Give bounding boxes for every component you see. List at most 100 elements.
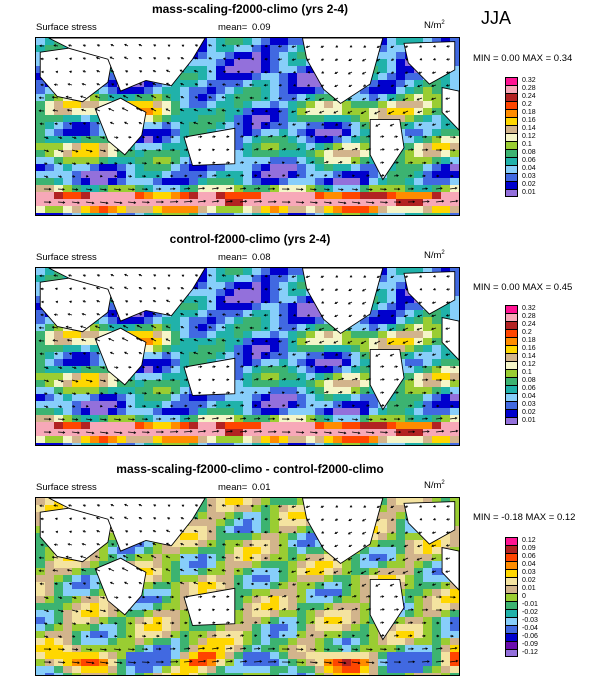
colorbar-swatch [505,125,518,133]
colorbar: 0.12 0.09 0.06 0.04 0.03 0.02 0.01 0 -0.01 -0.02-… [505,537,538,657]
colorbar-entry: 0.12 [505,133,536,141]
colorbar-tick-label: 0.28 [522,85,536,92]
colorbar-swatch [505,393,518,401]
mean-label: mean= [218,22,248,33]
colorbar-entry: -0.04 [505,625,538,633]
units-label: N/m2 [424,20,445,32]
colorbar-swatch [505,385,518,393]
variable-label: Surface stress [36,22,97,33]
panel-title: mass-scaling-f2000-climo - control-f2000… [116,462,384,476]
colorbar-swatch [505,625,518,633]
colorbar-swatch [505,545,518,553]
colorbar-tick-label: 0.09 [522,545,536,552]
colorbar-tick-label: -0.06 [522,633,538,640]
colorbar-swatch [505,401,518,409]
colorbar-entry: 0.03 [505,173,536,181]
colorbar-entry: 0.02 [505,409,536,417]
mean-label: mean= [218,252,248,263]
colorbar: 0.32 0.28 0.24 0.2 0.18 0.16 0.14 0.12 0.1 0.08 0.… [505,77,536,197]
colorbar-entry: 0.14 [505,125,536,133]
colorbar-entry: 0.06 [505,385,536,393]
map-canvas [36,498,459,675]
colorbar-tick-label: 0.24 [522,93,536,100]
colorbar-swatch [505,585,518,593]
surface-stress-difference-map [35,497,460,676]
colorbar-entry: 0.1 [505,369,536,377]
colorbar-swatch [505,149,518,157]
colorbar-tick-label: 0.01 [522,417,536,424]
colorbar-tick-label: 0.04 [522,561,536,568]
colorbar-entry: -0.03 [505,617,538,625]
variable-label: Surface stress [36,482,97,493]
colorbar-entry: 0.16 [505,117,536,125]
min-max-label: MIN = -0.18 MAX = 0.12 [473,512,576,523]
colorbar-entry: 0.04 [505,561,538,569]
colorbar-swatch [505,337,518,345]
colorbar-entry: -0.06 [505,633,538,641]
colorbar-entry: 0.28 [505,85,536,93]
map-canvas [36,38,459,215]
colorbar-entry: 0.1 [505,141,536,149]
colorbar-tick-label: 0.32 [522,305,536,312]
colorbar-tick-label: 0.02 [522,181,536,188]
mean-value: 0.08 [252,252,271,263]
colorbar-tick-label: -0.02 [522,609,538,616]
colorbar-swatch [505,609,518,617]
colorbar-entry: 0.18 [505,109,536,117]
units-label: N/m2 [424,250,445,262]
colorbar-tick-label: -0.09 [522,641,538,648]
colorbar-entry: 0.2 [505,101,536,109]
colorbar-tick-label: 0.14 [522,125,536,132]
colorbar-swatch [505,157,518,165]
colorbar-swatch [505,593,518,601]
colorbar-entry: 0.2 [505,329,536,337]
colorbar-swatch [505,409,518,417]
colorbar-tick-label: 0.03 [522,401,536,408]
colorbar-entry: 0.24 [505,93,536,101]
map-canvas [36,268,459,445]
colorbar-tick-label: 0.28 [522,313,536,320]
colorbar-tick-label: 0.18 [522,109,536,116]
colorbar-entry: 0.01 [505,585,538,593]
variable-label: Surface stress [36,252,97,263]
colorbar-tick-label: 0.2 [522,329,532,336]
mean-label: mean= [218,482,248,493]
colorbar-tick-label: 0.03 [522,569,536,576]
colorbar-entry: 0.09 [505,545,538,553]
colorbar-tick-label: 0.06 [522,385,536,392]
colorbar-swatch [505,417,518,425]
colorbar-entry: 0.12 [505,537,538,545]
colorbar-swatch [505,329,518,337]
colorbar-swatch [505,649,518,657]
colorbar-swatch [505,537,518,545]
colorbar-tick-label: 0.32 [522,77,536,84]
colorbar-entry: 0.24 [505,321,536,329]
colorbar-entry: 0.32 [505,305,536,313]
colorbar-tick-label: 0.01 [522,585,536,592]
colorbar-swatch [505,353,518,361]
colorbar-entry: 0.32 [505,77,536,85]
colorbar-swatch [505,109,518,117]
colorbar-entry: 0.12 [505,361,536,369]
colorbar-entry: 0.28 [505,313,536,321]
colorbar-entry: 0.18 [505,337,536,345]
colorbar-swatch [505,617,518,625]
colorbar-tick-label: 0.01 [522,189,536,196]
colorbar-tick-label: 0.1 [522,141,532,148]
mean-value: 0.09 [252,22,271,33]
colorbar-tick-label: -0.01 [522,601,538,608]
surface-stress-map [35,267,460,446]
colorbar-tick-label: 0.12 [522,537,536,544]
colorbar-swatch [505,117,518,125]
colorbar-swatch [505,641,518,649]
colorbar-swatch [505,633,518,641]
colorbar-tick-label: 0.1 [522,369,532,376]
colorbar-tick-label: 0.03 [522,173,536,180]
colorbar-swatch [505,321,518,329]
colorbar-tick-label: 0.02 [522,409,536,416]
colorbar-swatch [505,305,518,313]
colorbar-swatch [505,361,518,369]
colorbar-swatch [505,377,518,385]
colorbar-swatch [505,569,518,577]
colorbar-tick-label: 0.16 [522,117,536,124]
